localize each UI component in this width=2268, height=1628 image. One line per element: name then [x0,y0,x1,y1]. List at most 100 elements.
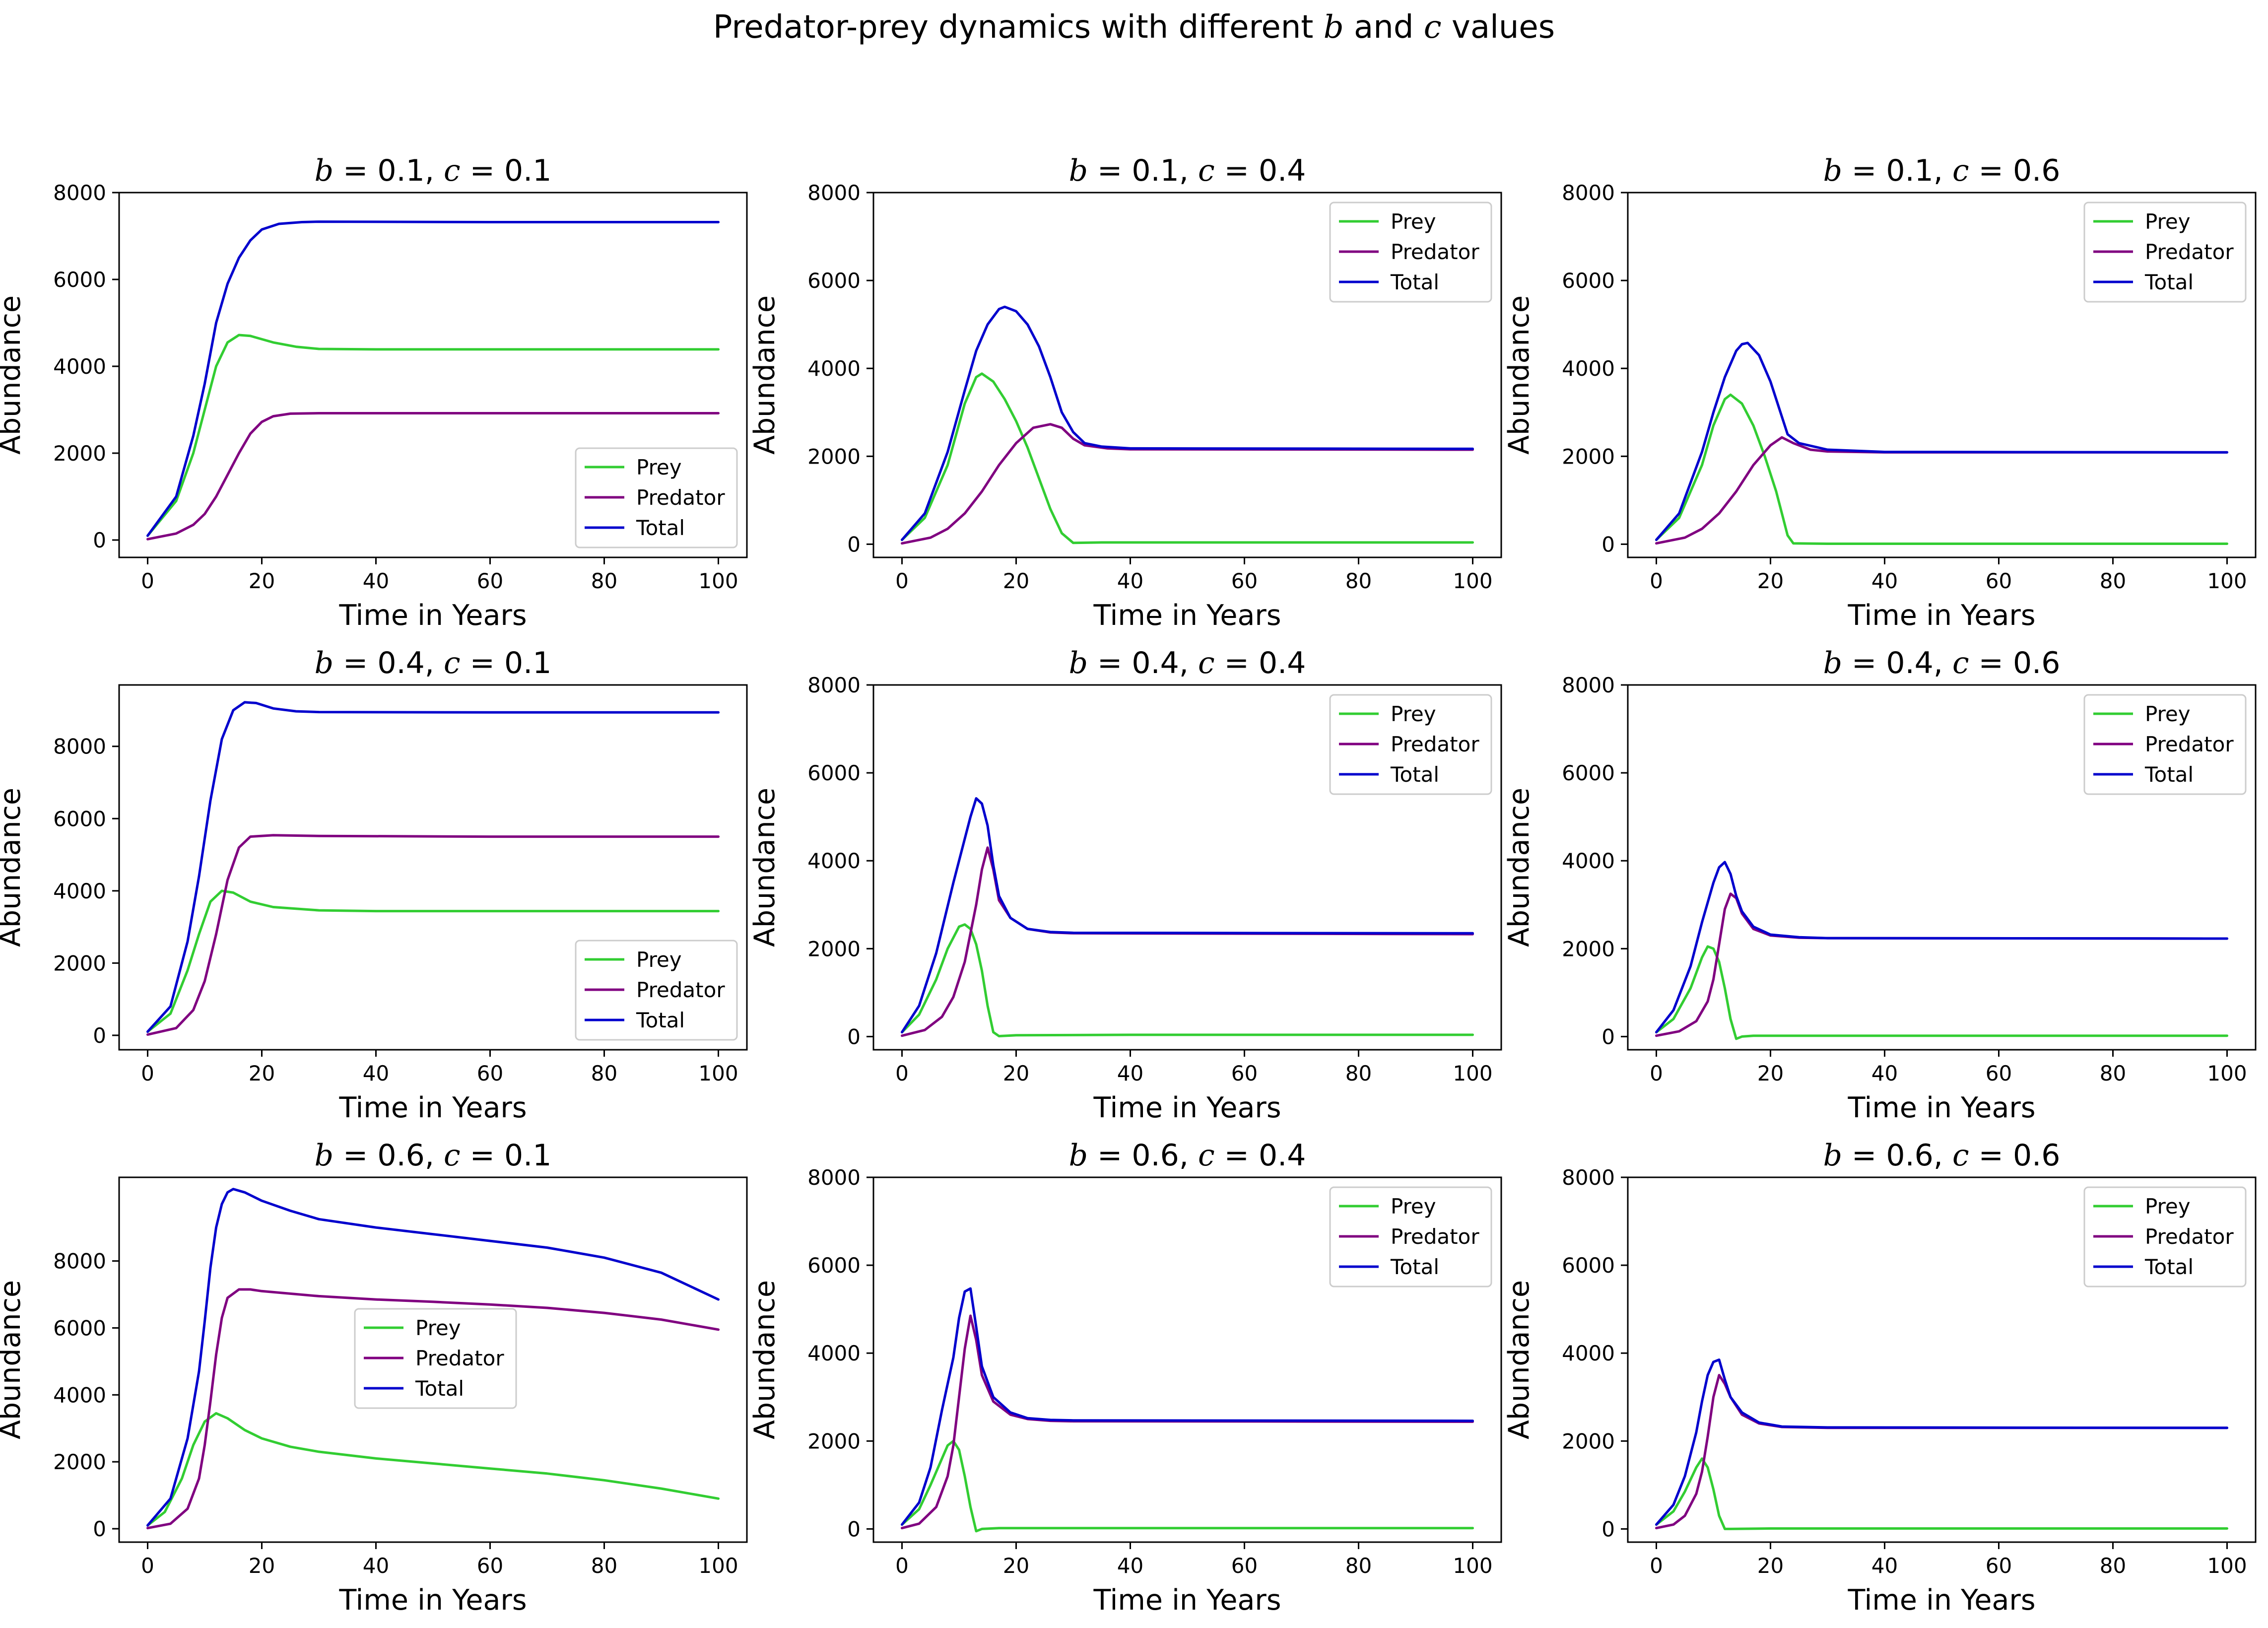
legend-label-predator: Predator [1391,732,1479,756]
figure-title-var-c: c [1423,9,1442,46]
x-tick-label: 40 [363,569,389,593]
y-axis-label: Abundance [748,295,781,455]
x-tick-label: 0 [141,1061,154,1085]
legend-label-total: Total [2144,1255,2194,1279]
x-tick-label: 100 [2207,1554,2247,1578]
y-tick-label: 0 [847,1024,861,1049]
y-tick-label: 2000 [53,951,106,975]
x-tick-label: 60 [1986,569,2012,593]
figure-title-mid: and [1343,9,1424,46]
y-axis-label: Abundance [1503,295,1535,455]
y-tick-label: 0 [847,1517,861,1541]
y-tick-label: 2000 [807,937,861,961]
legend-label-predator: Predator [2145,732,2234,756]
panel-title: b = 0.6, c = 0.4 [1069,1138,1306,1173]
x-tick-label: 20 [249,1061,275,1085]
panel-title: b = 0.4, c = 0.4 [1069,646,1306,680]
x-tick-label: 0 [141,569,154,593]
x-tick-label: 100 [698,569,738,593]
y-tick-label: 6000 [1562,761,1615,785]
axes-frame [1627,192,2257,558]
legend-label-predator: Predator [1391,1224,1479,1249]
y-tick-label: 2000 [53,1450,106,1474]
panel-title: b = 0.6, c = 0.1 [315,1138,552,1173]
figure-title: Predator-prey dynamics with different b … [0,9,2268,46]
y-tick-label: 2000 [807,444,861,469]
x-tick-label: 80 [1345,1554,1372,1578]
x-tick-label: 40 [1871,1554,1898,1578]
figure-title-suffix: values [1441,9,1555,46]
legend-label-total: Total [2144,270,2194,294]
legend-box [1329,202,1492,303]
y-tick-label: 6000 [807,1253,861,1278]
panel-title: b = 0.1, c = 0.4 [1069,153,1306,188]
y-tick-label: 0 [847,532,861,556]
legend-label-total: Total [1390,762,1439,787]
subplot-b0.4-c0.6: b = 0.4, c = 0.6 0 20 40 60 80 100 0 2000 4000 600… [1503,646,2257,1124]
figure-title-var-b: b [1323,9,1344,46]
x-tick-label: 40 [1117,1554,1143,1578]
x-tick-label: 80 [1345,569,1372,593]
y-tick-label: 2000 [807,1429,861,1453]
y-tick-label: 8000 [1562,1165,1615,1190]
x-tick-label: 80 [591,1061,617,1085]
y-axis-label: Abundance [0,788,27,947]
x-tick-label: 80 [591,569,617,593]
x-tick-label: 80 [1345,1061,1372,1085]
y-tick-label: 4000 [53,1383,106,1407]
axes-frame [118,1176,748,1543]
y-tick-label: 0 [93,528,106,552]
x-tick-label: 20 [1003,1554,1029,1578]
series-line-total [901,1287,1474,1526]
x-tick-label: 40 [1117,1061,1143,1085]
y-tick-label: 8000 [1562,181,1615,205]
x-tick-label: 60 [477,1554,503,1578]
x-tick-label: 100 [1453,1554,1492,1578]
x-axis-label: Time in Years [1847,599,2035,632]
y-tick-label: 0 [1601,1024,1615,1049]
series-line-total [146,220,720,537]
legend-label-prey: Prey [2145,209,2191,234]
y-tick-label: 2000 [1562,444,1615,469]
y-tick-label: 4000 [807,849,861,873]
legend-label-predator: Predator [415,1346,504,1370]
series-line-predator [1655,892,2228,1037]
axes-frame [872,684,1502,1051]
x-axis-label: Time in Years [1847,1091,2035,1124]
legend-box [2083,1186,2247,1288]
legend-box [575,447,738,548]
x-tick-label: 0 [141,1554,154,1578]
x-tick-label: 20 [1757,569,1784,593]
panel-title: b = 0.6, c = 0.6 [1823,1138,2061,1173]
axes-frame [118,192,748,558]
y-axis-label: Abundance [1503,788,1535,947]
legend: Prey Predator Total [575,447,738,548]
y-tick-label: 8000 [53,1249,106,1274]
x-axis-label: Time in Years [338,599,527,632]
legend-label-prey: Prey [636,948,682,972]
y-tick-label: 8000 [807,673,861,697]
x-tick-label: 60 [1231,1554,1258,1578]
series-line-total [1655,1358,2228,1526]
subplot-b0.1-c0.6: b = 0.1, c = 0.6 0 20 40 60 80 100 0 2000 4000 600… [1503,153,2257,632]
x-tick-label: 100 [698,1061,738,1085]
x-tick-label: 20 [1003,569,1029,593]
x-tick-label: 20 [249,569,275,593]
series-line-prey [901,1439,1474,1533]
legend-label-prey: Prey [1391,702,1436,726]
y-tick-label: 4000 [1562,849,1615,873]
x-tick-label: 0 [895,1554,909,1578]
legend: Prey Predator Total [1329,694,1492,795]
y-tick-label: 4000 [1562,356,1615,381]
legend-label-prey: Prey [415,1316,461,1340]
legend: Prey Predator Total [2083,694,2247,795]
legend-label-prey: Prey [1391,1194,1436,1219]
y-tick-label: 2000 [1562,937,1615,961]
y-tick-label: 8000 [53,181,106,205]
x-tick-label: 100 [1453,1061,1492,1085]
y-tick-label: 4000 [807,1341,861,1365]
legend-box [575,940,738,1041]
series-line-prey [1655,1457,2228,1530]
legend-label-prey: Prey [2145,702,2191,726]
y-axis-label: Abundance [0,1280,27,1439]
